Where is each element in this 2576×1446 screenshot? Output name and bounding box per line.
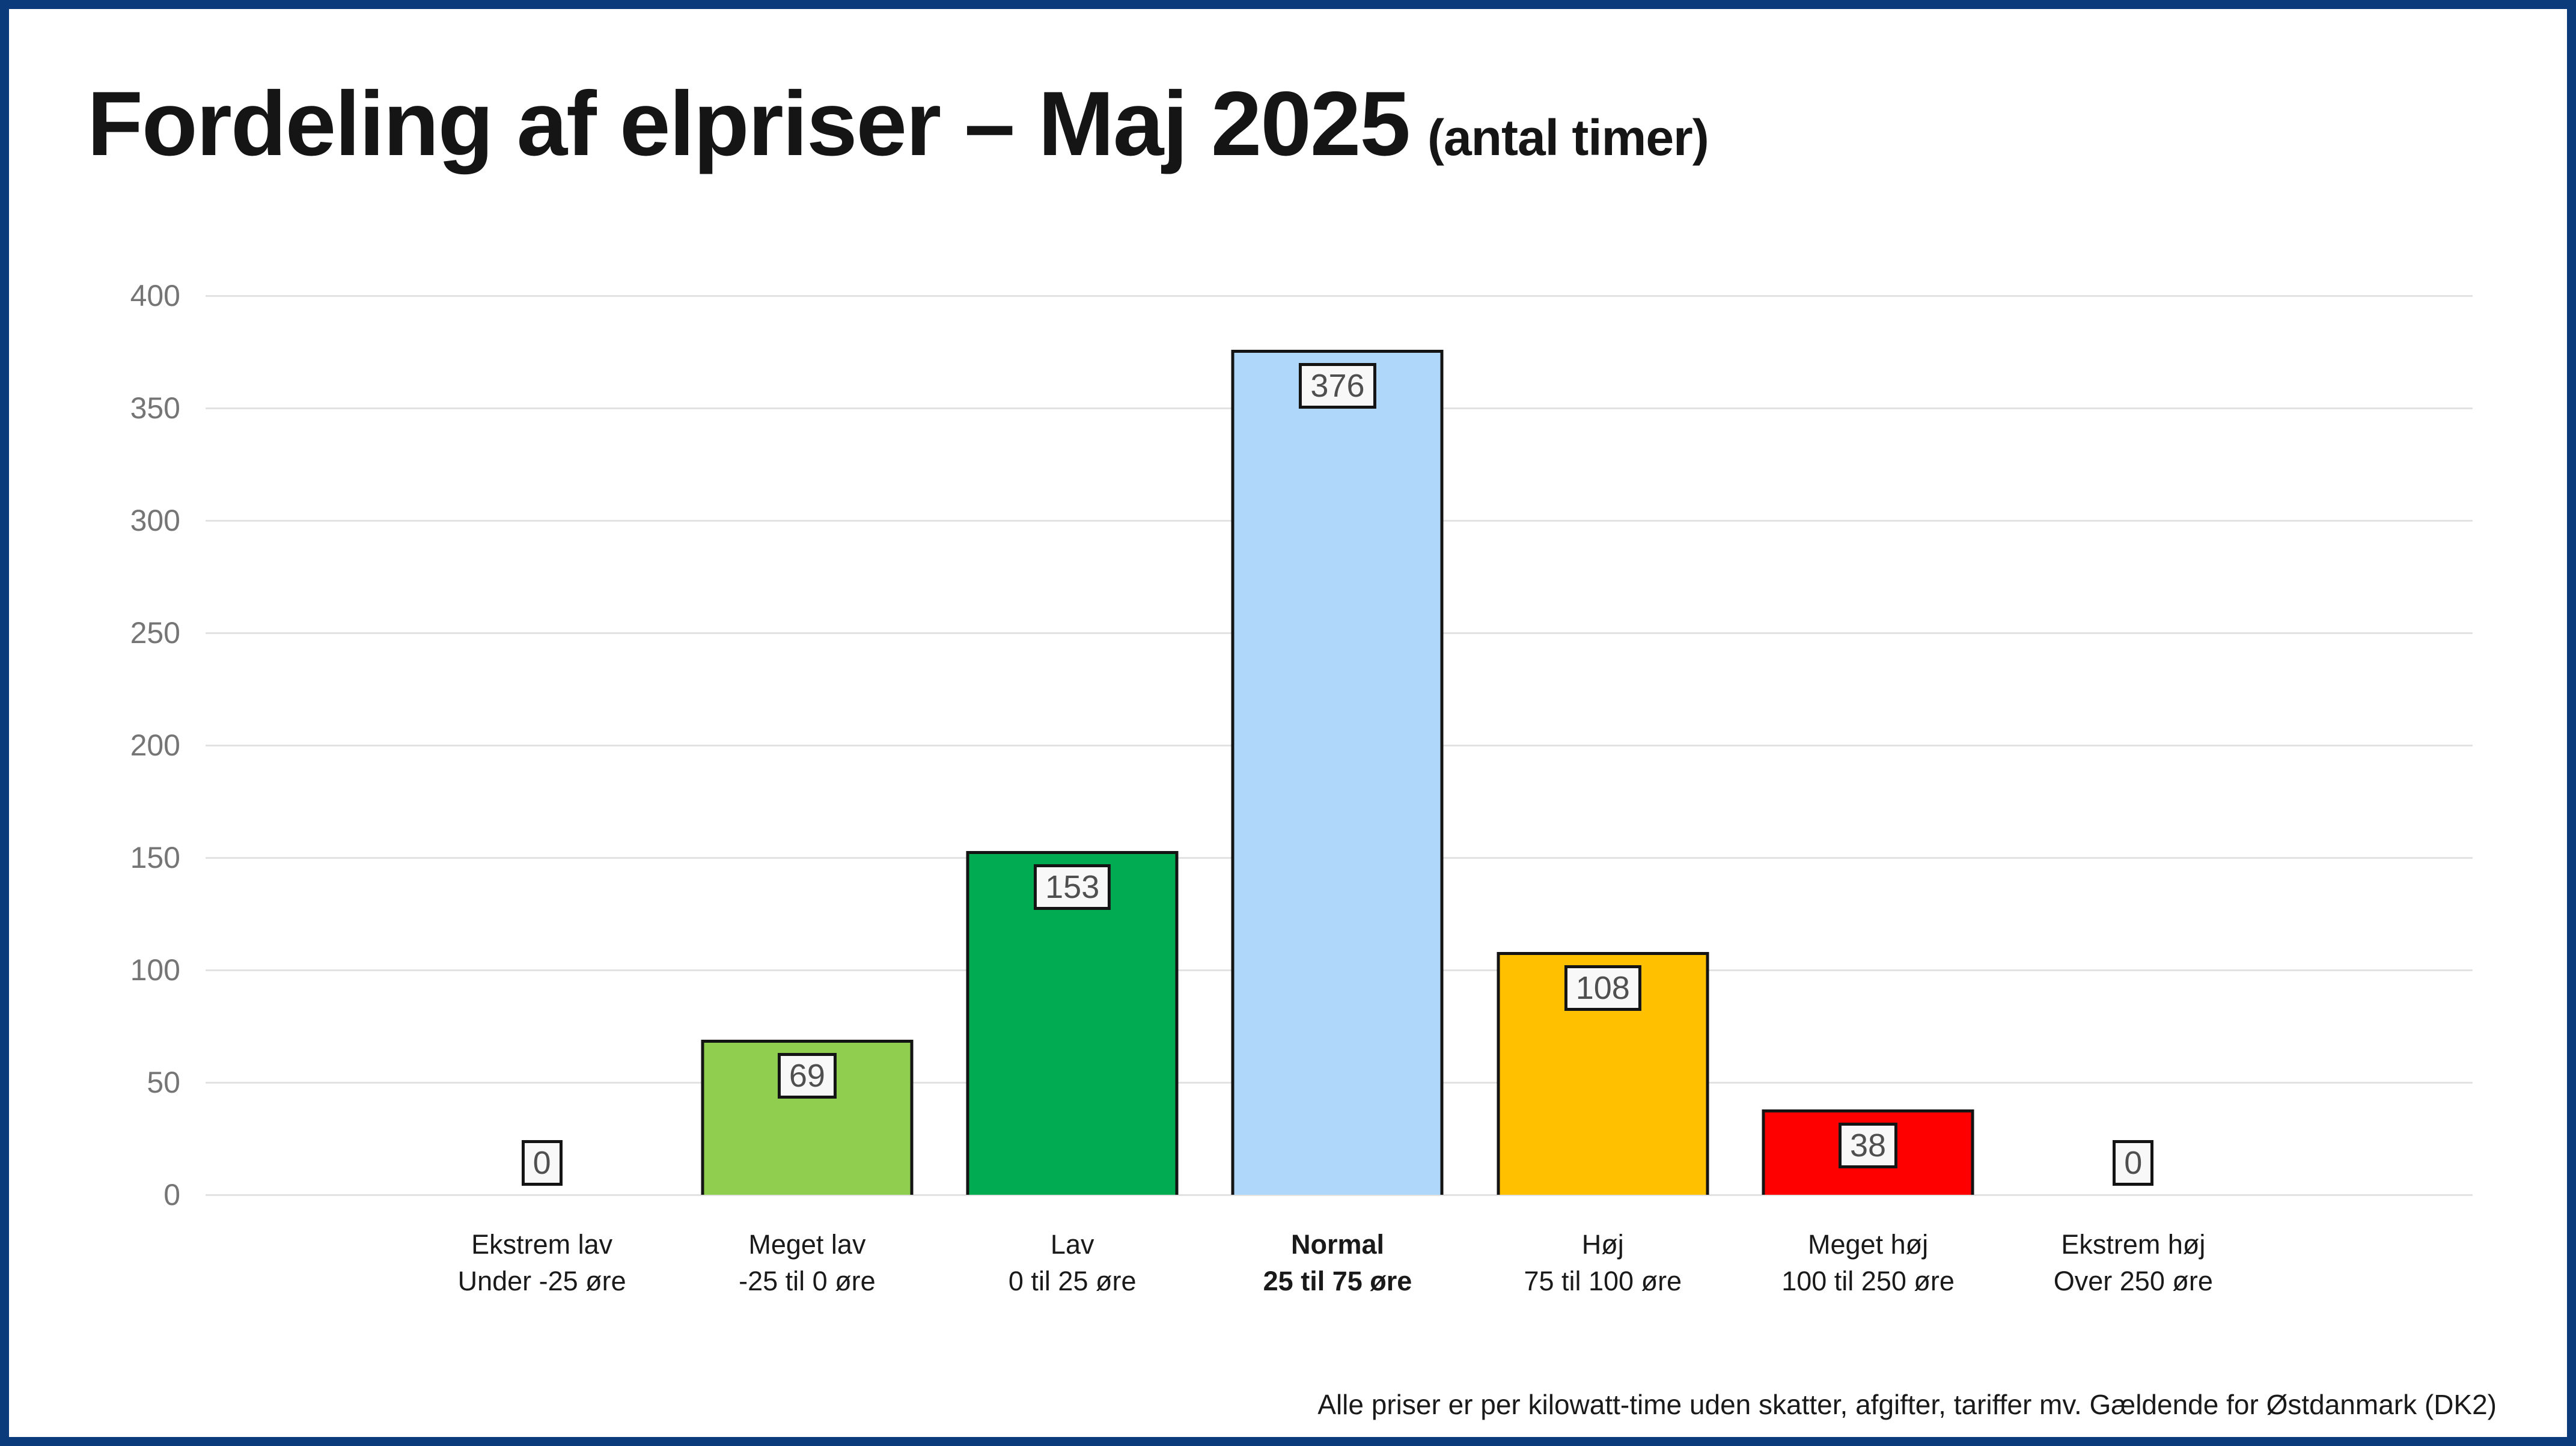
chart-header: Fordeling af elpriser – Maj 2025 (antal … bbox=[87, 73, 1709, 175]
value-label: 0 bbox=[2113, 1140, 2154, 1186]
category-range: 25 til 75 øre bbox=[1263, 1266, 1412, 1296]
category-label: Høj 75 til 100 øre bbox=[1470, 1226, 1735, 1299]
category-range: 0 til 25 øre bbox=[1008, 1266, 1137, 1296]
category-column: 38 Meget høj 100 til 250 øre bbox=[1735, 296, 2000, 1296]
y-axis-tick-label: 350 bbox=[130, 391, 180, 425]
category-name: Ekstrem lav bbox=[471, 1229, 613, 1260]
y-axis-tick-label: 200 bbox=[130, 728, 180, 762]
category-name: Høj bbox=[1581, 1229, 1624, 1260]
category-name: Lav bbox=[1050, 1229, 1094, 1260]
category-range: 100 til 250 øre bbox=[1781, 1266, 1955, 1296]
category-name: Meget høj bbox=[1808, 1229, 1929, 1260]
value-label: 376 bbox=[1299, 363, 1376, 409]
category-column: 108 Høj 75 til 100 øre bbox=[1470, 296, 1735, 1296]
footnote: Alle priser er per kilowatt-time uden sk… bbox=[1317, 1389, 2497, 1420]
y-axis-tick-label: 100 bbox=[130, 953, 180, 987]
category-name: Normal bbox=[1290, 1229, 1384, 1260]
gridline bbox=[206, 1194, 2473, 1196]
category-label: Meget høj 100 til 250 øre bbox=[1735, 1226, 2000, 1299]
bar bbox=[1762, 1109, 1974, 1195]
y-axis-tick-label: 150 bbox=[130, 841, 180, 874]
category-label: Ekstrem høj Over 250 øre bbox=[2001, 1226, 2266, 1299]
value-label: 153 bbox=[1034, 864, 1111, 910]
category-column: 376 Normal 25 til 75 øre bbox=[1205, 296, 1470, 1296]
chart-subtitle: (antal timer) bbox=[1427, 109, 1709, 166]
category-range: -25 til 0 øre bbox=[739, 1266, 876, 1296]
y-axis-tick-label: 400 bbox=[130, 279, 180, 313]
bar-series: 0 Ekstrem lav Under -25 øre 69 Meget lav -25 … bbox=[409, 296, 2266, 1296]
bar bbox=[966, 851, 1179, 1195]
value-label: 0 bbox=[521, 1140, 563, 1186]
y-axis-tick-label: 300 bbox=[130, 504, 180, 537]
category-column: 153 Lav 0 til 25 øre bbox=[940, 296, 1205, 1296]
category-name: Meget lav bbox=[748, 1229, 866, 1260]
y-axis-tick-label: 50 bbox=[147, 1066, 180, 1099]
gridline bbox=[206, 295, 2473, 297]
y-axis-tick-label: 250 bbox=[130, 616, 180, 650]
category-name: Ekstrem høj bbox=[2061, 1229, 2206, 1260]
category-range: 75 til 100 øre bbox=[1524, 1266, 1682, 1296]
category-label: Normal 25 til 75 øre bbox=[1205, 1226, 1470, 1299]
category-label: Lav 0 til 25 øre bbox=[940, 1226, 1205, 1299]
category-column: 69 Meget lav -25 til 0 øre bbox=[674, 296, 939, 1296]
value-label: 38 bbox=[1839, 1123, 1898, 1168]
category-label: Meget lav -25 til 0 øre bbox=[674, 1226, 939, 1299]
plot-area: 0 50 100 150 200 250 300 350 400 0 Ekstrem lav Unde… bbox=[9, 9, 2567, 1437]
chart-title: Fordeling af elpriser – Maj 2025 bbox=[87, 73, 1411, 175]
value-label: 69 bbox=[777, 1053, 837, 1099]
category-column: 0 Ekstrem høj Over 250 øre bbox=[2001, 296, 2266, 1296]
category-label: Ekstrem lav Under -25 øre bbox=[409, 1226, 674, 1299]
bar bbox=[1231, 350, 1444, 1195]
value-label: 108 bbox=[1564, 965, 1641, 1011]
y-axis-tick-label: 0 bbox=[163, 1178, 180, 1212]
category-range: Over 250 øre bbox=[2053, 1266, 2213, 1296]
category-range: Under -25 øre bbox=[457, 1266, 626, 1296]
category-column: 0 Ekstrem lav Under -25 øre bbox=[409, 296, 674, 1296]
